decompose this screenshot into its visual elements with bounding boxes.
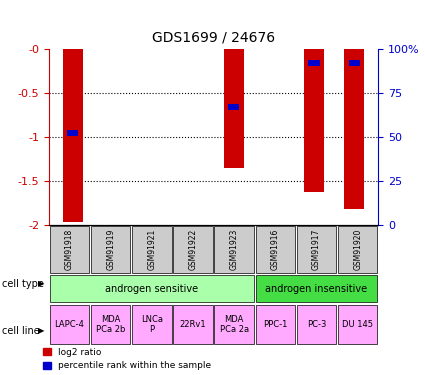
Bar	[224, 49, 244, 168]
FancyBboxPatch shape	[91, 304, 130, 344]
Text: GSM91918: GSM91918	[65, 229, 74, 270]
Text: GSM91921: GSM91921	[147, 229, 156, 270]
FancyBboxPatch shape	[91, 226, 130, 273]
FancyBboxPatch shape	[173, 226, 213, 273]
FancyBboxPatch shape	[173, 304, 213, 344]
FancyBboxPatch shape	[50, 275, 254, 302]
FancyBboxPatch shape	[50, 304, 89, 344]
Text: 22Rv1: 22Rv1	[180, 320, 206, 329]
Text: PPC-1: PPC-1	[263, 320, 287, 329]
Title: GDS1699 / 24676: GDS1699 / 24676	[152, 31, 275, 45]
Text: GSM91920: GSM91920	[353, 229, 362, 270]
FancyBboxPatch shape	[214, 226, 254, 273]
Text: GSM91917: GSM91917	[312, 229, 321, 270]
Bar	[68, 130, 79, 136]
Text: LAPC-4: LAPC-4	[54, 320, 85, 329]
FancyBboxPatch shape	[338, 226, 377, 273]
Text: GSM91916: GSM91916	[271, 229, 280, 270]
FancyBboxPatch shape	[214, 304, 254, 344]
Bar	[304, 49, 324, 192]
Text: androgen sensitive: androgen sensitive	[105, 284, 198, 294]
Bar	[228, 104, 239, 110]
FancyBboxPatch shape	[297, 226, 336, 273]
Legend: log2 ratio, percentile rank within the sample: log2 ratio, percentile rank within the s…	[43, 348, 211, 370]
Text: ▶: ▶	[38, 279, 45, 288]
Text: GSM91922: GSM91922	[188, 229, 198, 270]
FancyBboxPatch shape	[255, 304, 295, 344]
Text: GSM91919: GSM91919	[106, 229, 115, 270]
FancyBboxPatch shape	[255, 275, 377, 302]
FancyBboxPatch shape	[255, 226, 295, 273]
FancyBboxPatch shape	[50, 226, 89, 273]
Text: LNCa
P: LNCa P	[141, 315, 163, 334]
Bar	[344, 49, 364, 209]
Text: DU 145: DU 145	[342, 320, 373, 329]
Text: cell type: cell type	[2, 279, 44, 289]
Text: MDA
PCa 2b: MDA PCa 2b	[96, 315, 125, 334]
Bar	[63, 49, 83, 222]
Text: ▶: ▶	[38, 326, 45, 335]
FancyBboxPatch shape	[132, 304, 172, 344]
Bar	[309, 60, 320, 66]
Text: cell line: cell line	[2, 326, 40, 336]
FancyBboxPatch shape	[132, 226, 172, 273]
FancyBboxPatch shape	[297, 304, 336, 344]
FancyBboxPatch shape	[338, 304, 377, 344]
Text: MDA
PCa 2a: MDA PCa 2a	[220, 315, 249, 334]
Text: PC-3: PC-3	[307, 320, 326, 329]
Bar	[348, 60, 360, 66]
Text: androgen insensitive: androgen insensitive	[266, 284, 368, 294]
Text: GSM91923: GSM91923	[230, 229, 239, 270]
